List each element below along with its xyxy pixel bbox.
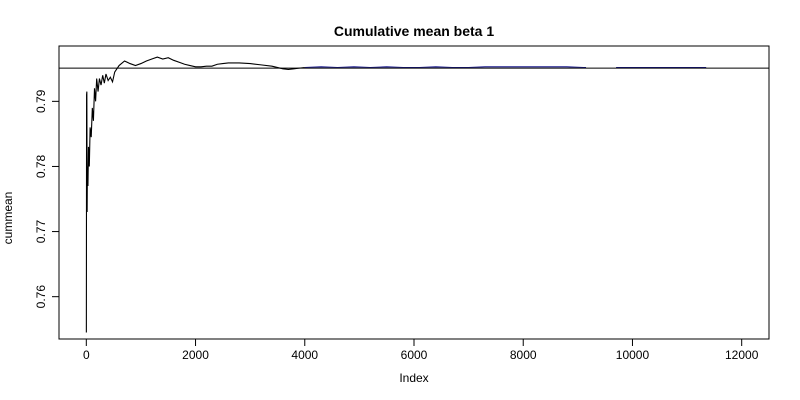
y-tick-label: 0.76	[34, 285, 48, 309]
x-tick-label: 8000	[510, 348, 537, 362]
x-tick-label: 0	[83, 348, 90, 362]
y-axis: 0.76 0.77 0.78 0.79	[34, 89, 60, 309]
y-axis-label: cummean	[1, 192, 15, 245]
y-tick-label: 0.77	[34, 220, 48, 244]
x-tick-label: 10000	[616, 348, 650, 362]
x-tick-label: 4000	[291, 348, 318, 362]
x-tick-label: 2000	[182, 348, 209, 362]
chart-title: Cumulative mean beta 1	[334, 23, 494, 39]
plot-frame	[58, 45, 770, 340]
x-tick-label: 12000	[725, 348, 759, 362]
x-axis-label: Index	[399, 371, 428, 385]
y-tick-label: 0.79	[34, 89, 48, 113]
x-axis: 0 2000 4000 6000 8000 10000 12000	[83, 338, 759, 362]
series-layer	[85, 56, 707, 333]
x-tick-label: 6000	[401, 348, 428, 362]
series-line-2	[304, 66, 587, 69]
y-tick-label: 0.78	[34, 154, 48, 178]
series-line-1	[85, 56, 305, 333]
